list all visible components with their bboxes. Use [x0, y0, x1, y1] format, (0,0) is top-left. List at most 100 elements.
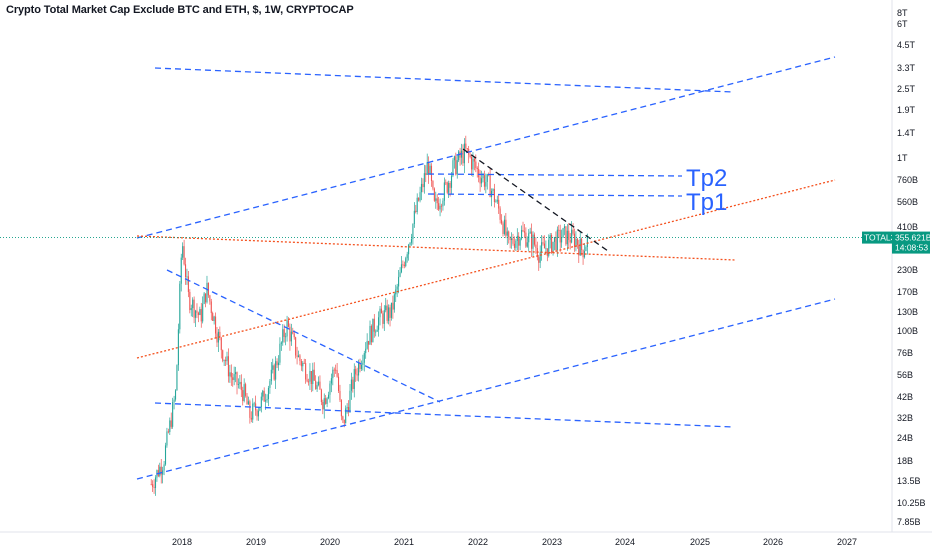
- candle-body: [509, 236, 511, 241]
- candle-body: [200, 309, 202, 322]
- x-tick-label: 2027: [837, 537, 857, 547]
- candle-body: [458, 151, 460, 161]
- candle-body: [585, 247, 587, 252]
- candle-body: [355, 369, 357, 375]
- candle-body: [220, 337, 222, 351]
- candle-body: [539, 252, 541, 263]
- candle-body: [375, 331, 377, 333]
- candle-body: [535, 244, 537, 249]
- candle-body: [579, 238, 581, 256]
- candle-body: [422, 183, 424, 188]
- candle-body: [197, 312, 199, 315]
- candle-body: [253, 403, 255, 405]
- candle-body: [342, 416, 344, 420]
- candle-body: [552, 241, 554, 253]
- candle-body: [502, 223, 504, 234]
- candle-body: [382, 313, 384, 324]
- candle-body: [568, 230, 570, 240]
- candle-body: [480, 178, 483, 184]
- candle-body: [479, 177, 481, 184]
- tp2-label: Tp2: [686, 165, 727, 192]
- candle-body: [436, 198, 438, 204]
- candle-body: [339, 390, 341, 401]
- y-tick-label: 230B: [897, 265, 918, 275]
- candle-body: [541, 242, 543, 253]
- candle-body: [485, 181, 487, 187]
- candle-body: [486, 174, 488, 182]
- candle-body: [572, 229, 574, 234]
- candle-body: [174, 390, 177, 400]
- candle-body: [482, 175, 484, 179]
- candle-body: [466, 148, 468, 150]
- candle-body: [275, 361, 277, 380]
- candle-body: [210, 301, 212, 314]
- candle-body: [559, 230, 561, 243]
- candle-body: [505, 219, 507, 236]
- candle-body: [263, 390, 265, 402]
- candle-body: [512, 238, 514, 244]
- candle-body: [420, 183, 423, 193]
- candle-body: [518, 235, 520, 246]
- candle-body: [469, 154, 471, 158]
- y-tick-label: 10.25B: [897, 498, 926, 508]
- candle-body: [335, 369, 337, 371]
- orange-flat-line: [136, 235, 736, 261]
- candle-body: [320, 389, 322, 403]
- candle-body: [513, 243, 515, 248]
- x-tick-label: 2019: [246, 537, 266, 547]
- candle-body: [233, 374, 235, 381]
- candle-body: [352, 379, 354, 389]
- candle-body: [332, 369, 334, 379]
- candle-body: [555, 237, 557, 251]
- candle-body: [521, 230, 523, 239]
- candle-body: [177, 329, 179, 366]
- candle-body: [160, 466, 162, 475]
- candle-body: [430, 165, 433, 181]
- candle-body: [439, 205, 441, 210]
- candle-body: [226, 356, 228, 362]
- y-tick-label: 4.5T: [897, 40, 916, 50]
- candle-body: [322, 402, 324, 410]
- candle-body: [192, 299, 194, 309]
- candle-body: [402, 264, 404, 266]
- candle-body: [242, 390, 244, 401]
- candle-body: [283, 329, 285, 337]
- candle-body: [296, 355, 298, 358]
- candle-body: [235, 372, 237, 375]
- candle-body: [416, 197, 418, 212]
- candle-body: [582, 249, 584, 258]
- candle-body: [180, 257, 182, 284]
- candle-body: [365, 348, 367, 354]
- candle-body: [369, 325, 371, 345]
- candle-body: [473, 158, 475, 162]
- candle-body: [312, 369, 314, 384]
- candle-body: [176, 365, 178, 391]
- candle-body: [563, 226, 566, 229]
- candle-body: [340, 400, 342, 417]
- candle-body: [462, 150, 464, 164]
- candle-body: [415, 210, 417, 212]
- candle-body: [562, 228, 564, 238]
- candle-body: [440, 205, 443, 207]
- candle-body: [215, 316, 217, 334]
- y-tick-label: 13.5B: [897, 476, 921, 486]
- candle-body: [558, 229, 560, 231]
- y-tick-label: 2.5T: [897, 84, 916, 94]
- falling-trendline: [166, 269, 441, 403]
- candle-body: [267, 387, 270, 399]
- candle-body: [345, 408, 347, 424]
- x-tick-label: 2018: [172, 537, 192, 547]
- candle-body: [310, 371, 312, 384]
- candle-body: [266, 398, 268, 401]
- candle-body: [245, 384, 247, 396]
- candle-body: [303, 362, 305, 364]
- candle-body: [565, 226, 567, 245]
- candle-body: [256, 410, 258, 417]
- candle-body: [194, 310, 197, 318]
- y-tick-label: 1.4T: [897, 128, 916, 138]
- candle-body: [150, 484, 152, 485]
- candle-body: [533, 234, 536, 245]
- candle-body: [545, 248, 547, 250]
- candle-body: [406, 254, 408, 259]
